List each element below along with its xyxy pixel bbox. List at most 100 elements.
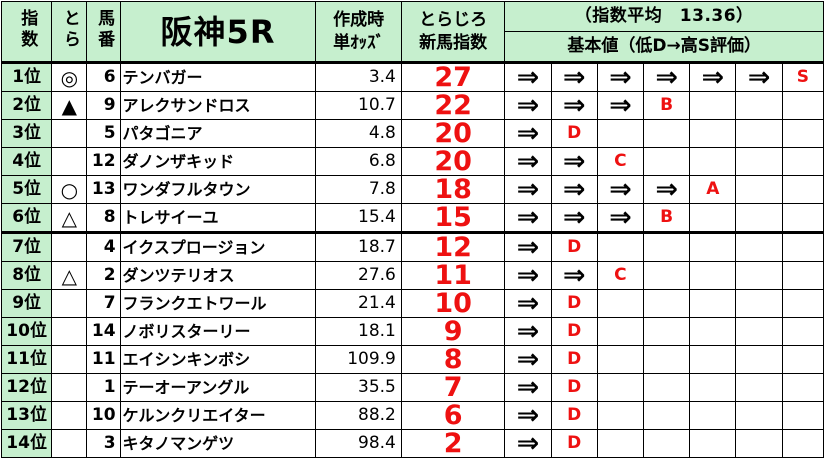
arrow-icon: ⇒ [504, 373, 552, 402]
empty-cell [781, 91, 825, 120]
header-tora-label: とら [59, 8, 80, 51]
header-basis: 基本値（低D→高S評価） [504, 31, 824, 63]
horse-name: イクスプロージョン [119, 231, 317, 262]
table-row: 7位 4 イクスプロージョン 18.7 12 ⇒ D [0, 231, 825, 262]
rank-cell: 7位 [0, 231, 53, 262]
arrow-icon: ⇒ [504, 289, 552, 318]
arrow-icon: ⇒ [504, 91, 552, 120]
umaban-cell: 3 [86, 429, 121, 458]
grade-cell: C [596, 147, 645, 176]
empty-cell [643, 231, 691, 262]
tora-mark [51, 231, 88, 262]
umaban-cell: 10 [86, 401, 121, 430]
umaban-cell: 11 [86, 345, 121, 374]
umaban-cell: 2 [86, 261, 121, 290]
odds-cell: 88.2 [315, 401, 402, 430]
header-odds-line1: 作成時 [333, 9, 385, 30]
empty-cell [781, 147, 825, 176]
empty-cell [643, 289, 691, 318]
score-cell: 20 [400, 147, 506, 176]
header-umaban: 馬番 [86, 1, 121, 63]
empty-cell [643, 261, 691, 290]
table-row: 11位 11 エイシンキンボシ 109.9 8 ⇒ D [0, 345, 825, 374]
tora-mark: ▲ [51, 91, 88, 120]
arrow-icon: ⇒ [735, 61, 783, 92]
empty-cell [643, 345, 691, 374]
umaban-cell: 14 [86, 317, 121, 346]
odds-cell: 35.5 [315, 373, 402, 402]
horse-name: フランクエトワール [119, 289, 317, 318]
empty-cell [735, 429, 783, 458]
odds-cell: 4.8 [315, 119, 402, 148]
horse-name: ワンダフルタウン [119, 175, 317, 204]
tora-mark: ○ [51, 175, 88, 204]
score-cell: 27 [400, 61, 506, 92]
empty-cell [689, 429, 737, 458]
arrow-icon: ⇒ [550, 261, 598, 290]
table-row: 1位 ◎ 6 テンバガー 3.4 27 ⇒ ⇒ ⇒ ⇒ ⇒ ⇒ S [0, 61, 825, 92]
grade-cell: B [643, 203, 691, 233]
empty-cell [596, 231, 645, 262]
score-cell: 7 [400, 373, 506, 402]
arrow-icon: ⇒ [596, 203, 645, 233]
arrow-icon: ⇒ [550, 203, 598, 233]
umaban-cell: 9 [86, 91, 121, 120]
grade-cell: C [596, 261, 645, 290]
header-basis-text: 基本値（低D→高S評価） [567, 36, 761, 56]
table-row: 10位 14 ノボリスターリー 18.1 9 ⇒ D [0, 317, 825, 346]
score-cell: 9 [400, 317, 506, 346]
empty-cell [689, 373, 737, 402]
empty-cell [735, 289, 783, 318]
score-cell: 15 [400, 203, 506, 233]
odds-cell: 98.4 [315, 429, 402, 458]
arrow-icon: ⇒ [596, 61, 645, 92]
header-rank: 指数 [0, 1, 53, 63]
rank-cell: 1位 [0, 61, 53, 92]
rank-cell: 11位 [0, 345, 53, 374]
empty-cell [643, 147, 691, 176]
umaban-cell: 7 [86, 289, 121, 318]
empty-cell [781, 203, 825, 233]
grade-cell: A [689, 175, 737, 204]
score-cell: 12 [400, 231, 506, 262]
tora-mark [51, 147, 88, 176]
table-row: 14位 3 キタノマンゲツ 98.4 2 ⇒ D [0, 429, 825, 458]
header-odds: 作成時 単ｵｯｽﾞ [315, 1, 402, 63]
header-avg-text: （指数平均 13.36） [574, 6, 754, 26]
horse-name: テンバガー [119, 61, 317, 92]
grade-cell: B [643, 91, 691, 120]
race-title-cell: 阪神5R [119, 1, 317, 63]
rank-cell: 10位 [0, 317, 53, 346]
empty-cell [735, 203, 783, 233]
tora-mark [51, 289, 88, 318]
grade-cell: D [550, 289, 598, 318]
empty-cell [689, 401, 737, 430]
arrow-icon: ⇒ [504, 119, 552, 148]
arrow-icon: ⇒ [596, 91, 645, 120]
tora-mark [51, 401, 88, 430]
grade-cell: D [550, 119, 598, 148]
arrow-icon: ⇒ [504, 61, 552, 92]
horse-name: ダンツテリオス [119, 261, 317, 290]
arrow-icon: ⇒ [504, 261, 552, 290]
header-tora: とら [51, 1, 88, 63]
odds-cell: 18.1 [315, 317, 402, 346]
horse-name: キタノマンゲツ [119, 429, 317, 458]
header-avg: （指数平均 13.36） [504, 1, 824, 32]
arrow-icon: ⇒ [550, 175, 598, 204]
rank-cell: 12位 [0, 373, 53, 402]
horse-name: エイシンキンボシ [119, 345, 317, 374]
tora-mark [51, 345, 88, 374]
empty-cell [596, 345, 645, 374]
horse-name: トレサイーユ [119, 203, 317, 233]
odds-cell: 21.4 [315, 289, 402, 318]
grade-cell: D [550, 373, 598, 402]
table-row: 4位 12 ダノンザキッド 6.8 20 ⇒ ⇒ C [0, 147, 825, 176]
horse-name: テーオーアングル [119, 373, 317, 402]
odds-cell: 15.4 [315, 203, 402, 233]
umaban-cell: 1 [86, 373, 121, 402]
odds-cell: 27.6 [315, 261, 402, 290]
odds-cell: 18.7 [315, 231, 402, 262]
score-cell: 22 [400, 91, 506, 120]
